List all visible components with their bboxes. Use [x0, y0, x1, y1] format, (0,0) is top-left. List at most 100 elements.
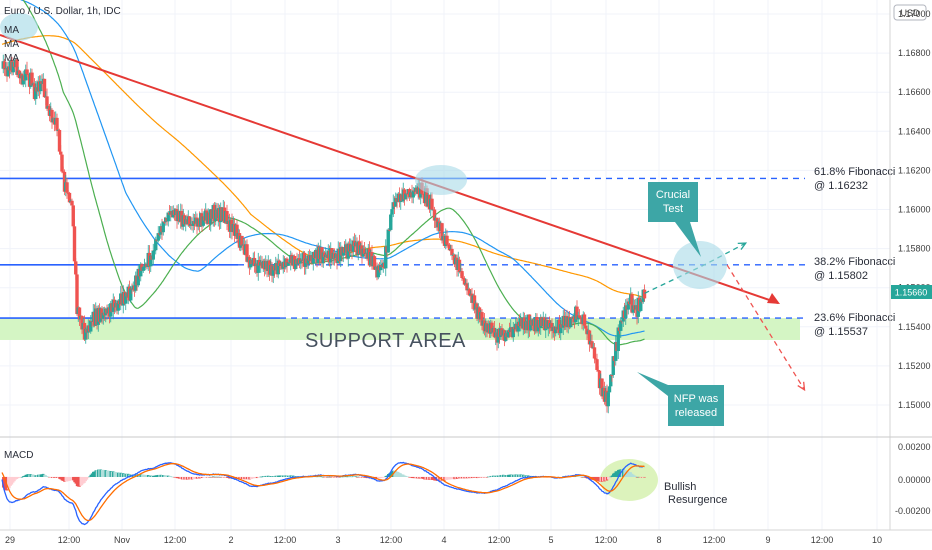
- macd-bar: [594, 476, 597, 481]
- macd-bar: [180, 476, 184, 480]
- macd-bar: [287, 475, 290, 477]
- price-axis-label: 1.15200: [898, 361, 931, 371]
- macd-bar: [583, 476, 586, 478]
- candle-body: [372, 256, 377, 270]
- macd-bar: [119, 472, 122, 477]
- macd-bar: [414, 476, 417, 479]
- candle-body: [65, 182, 69, 193]
- currency-badge[interactable]: USD: [893, 4, 927, 21]
- macd-bar: [38, 474, 41, 477]
- macd-bar: [47, 476, 50, 478]
- macd-bar: [190, 476, 194, 480]
- macd-bar: [623, 470, 626, 477]
- macd-bar: [430, 476, 434, 480]
- macd-bar: [94, 470, 97, 477]
- candle-body: [74, 261, 78, 275]
- candle-body: [294, 259, 298, 269]
- candle-body: [129, 288, 133, 301]
- candle-body: [386, 229, 390, 253]
- macd-bar: [55, 476, 59, 478]
- candle-body: [70, 200, 74, 206]
- macd-bar: [492, 475, 495, 477]
- macd-bar: [577, 476, 580, 477]
- candle-body: [430, 198, 434, 210]
- macd-bar: [13, 476, 16, 482]
- macd-bar: [217, 476, 220, 478]
- macd-bar: [453, 476, 456, 480]
- candle-body: [614, 341, 618, 361]
- candle-body: [624, 305, 628, 318]
- macd-bar: [438, 476, 441, 481]
- macd-bar: [222, 476, 225, 478]
- macd-bar: [523, 475, 526, 477]
- macd-bar: [97, 469, 100, 477]
- candle-body: [62, 171, 67, 192]
- macd-bar: [123, 473, 126, 477]
- candle-body: [457, 259, 462, 273]
- macd-bar: [239, 476, 242, 479]
- candle-body: [432, 209, 437, 221]
- descending-trendline[interactable]: [0, 34, 779, 304]
- macd-bar: [348, 476, 351, 478]
- candle-body: [39, 81, 43, 92]
- macd-bar: [33, 475, 36, 477]
- macd-bar: [7, 476, 10, 490]
- macd-bar: [610, 475, 614, 477]
- candle-body: [619, 320, 623, 331]
- candle-body: [577, 315, 582, 318]
- price-axis-label: 1.16400: [898, 126, 931, 136]
- macd-bar: [73, 476, 76, 483]
- macd-bar: [437, 476, 440, 481]
- macd-bar: [317, 476, 320, 477]
- macd-bar: [415, 476, 419, 479]
- macd-bar: [270, 476, 274, 478]
- macd-bar: [19, 476, 22, 478]
- macd-bar: [603, 476, 606, 482]
- macd-bar: [488, 476, 491, 478]
- macd-bar: [92, 471, 95, 477]
- macd-bar: [429, 476, 432, 480]
- macd-bar: [195, 476, 199, 479]
- macd-bar: [213, 476, 216, 478]
- macd-bar: [227, 476, 230, 478]
- macd-bar: [485, 476, 489, 478]
- macd-bar: [615, 471, 619, 477]
- macd-bar: [145, 475, 149, 477]
- macd-bar: [280, 475, 284, 477]
- macd-bar: [164, 475, 167, 477]
- indicator-ma-1[interactable]: MA: [4, 25, 19, 36]
- macd-bar: [100, 469, 104, 477]
- macd-bar: [342, 476, 345, 478]
- macd-bar: [192, 476, 195, 480]
- price-axis-label: 1.15400: [898, 322, 931, 332]
- macd-bar: [104, 470, 107, 477]
- macd-bar: [478, 476, 481, 478]
- time-axis-label: 12:00: [58, 535, 81, 545]
- indicator-ma-3[interactable]: MA: [4, 53, 19, 64]
- highlight-ellipse-crucial-test: [673, 241, 727, 289]
- macd-bar: [58, 476, 61, 479]
- candle-body: [387, 229, 392, 231]
- macd-bar: [54, 476, 57, 478]
- macd-bar: [329, 476, 332, 478]
- macd-bar: [198, 476, 201, 479]
- macd-bar: [409, 476, 412, 478]
- macd-bar: [132, 474, 135, 477]
- macd-bar: [72, 476, 75, 481]
- price-axis-label: 1.16000: [898, 205, 931, 215]
- currency-label: USD: [900, 8, 920, 18]
- macd-bar: [209, 476, 212, 478]
- macd-bar: [422, 476, 425, 479]
- macd-bar: [420, 476, 424, 479]
- candle-body: [277, 260, 282, 266]
- macd-bar: [17, 476, 20, 479]
- macd-bar: [604, 476, 607, 481]
- indicator-ma-2[interactable]: MA: [4, 39, 19, 50]
- macd-bar: [259, 476, 262, 478]
- macd-bar: [264, 475, 267, 477]
- candle-body: [467, 289, 472, 296]
- macd-bar: [515, 474, 519, 477]
- macd-bar: [290, 475, 294, 477]
- macd-bar: [80, 476, 84, 486]
